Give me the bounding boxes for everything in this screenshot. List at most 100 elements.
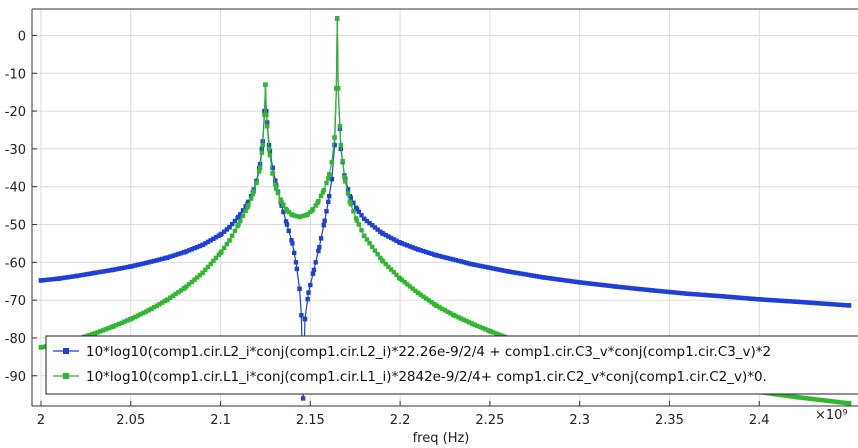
series-1-point [510,269,515,275]
series-1-point [704,292,709,298]
series-2-point [192,277,197,282]
series-2-point [461,317,467,323]
legend-marker-series-1 [63,348,69,354]
series-1-point [98,269,103,275]
series-2-point [41,344,46,350]
series-1-point [531,273,537,278]
series-2-point [407,284,413,289]
series-1-point [512,270,518,275]
series-1-point [601,282,607,288]
series-2-point [176,290,181,295]
series-1-point [795,299,801,305]
series-2-point [159,300,165,305]
series-1-point [347,193,353,199]
series-1-point [354,207,360,212]
series-1-point [458,259,464,264]
series-1-point [830,302,836,307]
series-2-point [822,398,827,403]
series-2-point [313,203,318,208]
legend: 10*log10(comp1.cir.L2_i*conj(comp1.cir.L… [45,335,858,395]
series-2-point [445,309,450,315]
series-2-point [814,397,819,402]
series-2-point [819,397,825,403]
series-1-point [84,272,89,277]
series-2-point [326,172,332,177]
series-1-point [322,218,327,223]
series-1-point [456,258,461,264]
series-2-point [483,327,488,332]
series-2-point [451,313,457,318]
series-1-point [461,259,467,265]
series-2-point [362,233,367,239]
series-1-point [386,234,391,239]
series-1-point [582,280,588,286]
series-2-point [421,294,426,299]
series-2-point [825,398,830,403]
series-2-point [487,328,493,334]
series-1-point [170,253,176,258]
series-1-point [679,291,685,296]
x-tick-label: 2.3 [569,413,590,428]
series-2-point [782,393,787,398]
series-1-point [46,277,52,282]
series-1-point [49,277,54,282]
series-2-point [246,203,251,208]
series-2-point [493,331,499,336]
series-1-point [534,274,539,279]
series-1-point [814,300,819,306]
series-2-point [491,330,496,335]
series-1-point [634,286,639,291]
series-1-point [838,302,844,308]
series-2-point [106,326,111,331]
series-1-point [502,268,507,273]
series-1-point [658,288,663,294]
series-1-point [488,265,493,271]
series-1-point [270,165,275,170]
series-2-point [469,321,475,326]
series-2-point [332,135,337,140]
series-2-point [211,258,216,264]
series-2-point [338,142,344,148]
series-2-point [836,399,841,405]
series-2-point [38,345,44,350]
series-1-point [407,244,413,249]
series-1-point [151,258,157,264]
series-1-point [308,282,313,288]
series-2-point [270,171,275,176]
series-1-point [305,296,310,302]
series-1-point [41,277,46,283]
series-1-point [65,275,71,280]
series-1-point [450,257,456,262]
series-2-point [477,324,483,330]
series-1-point [375,227,380,232]
series-1-point [620,285,625,290]
series-2-point [792,394,798,400]
series-1-point [321,222,326,228]
series-1-point [483,264,488,270]
y-tick-label: 0 [18,29,26,44]
y-tick-label: -60 [5,256,26,271]
series-1-point [590,281,596,287]
series-1-point [402,242,407,247]
series-1-point [561,277,566,283]
series-1-point [135,262,141,268]
series-1-point [685,291,690,296]
series-1-point [677,290,682,296]
series-1-point [801,300,806,305]
series-1-point [119,265,124,271]
series-2-point [418,292,423,298]
series-1-point [485,265,491,270]
series-1-point [613,284,618,289]
series-1-point [577,280,582,285]
series-2-point [790,394,795,399]
series-2-point [359,227,364,233]
series-1-point [687,291,693,297]
series-2-point [309,208,315,213]
series-1-point [205,239,211,245]
series-2-point [342,175,347,180]
series-2-point [324,180,329,186]
series-2-point [110,324,115,329]
series-2-point [838,400,844,405]
series-1-point [359,213,364,218]
series-1-point [413,246,418,251]
